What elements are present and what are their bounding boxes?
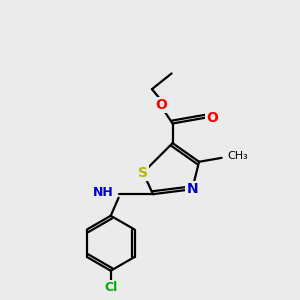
Text: Cl: Cl — [104, 281, 117, 294]
Text: CH₃: CH₃ — [227, 152, 248, 161]
Text: N: N — [186, 182, 198, 196]
Text: O: O — [206, 111, 218, 124]
Text: O: O — [155, 98, 167, 112]
Text: S: S — [138, 166, 148, 180]
Text: NH: NH — [92, 186, 113, 199]
